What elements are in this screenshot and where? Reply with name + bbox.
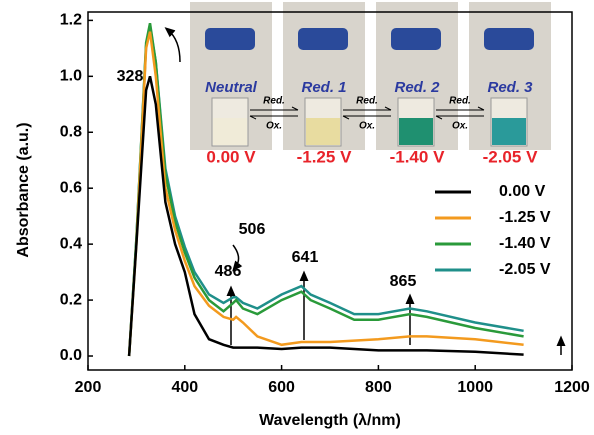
- voltage-label: -1.25 V: [297, 147, 352, 166]
- arrow-label: Red.: [356, 96, 378, 107]
- legend-label: -1.40 V: [499, 235, 551, 252]
- state-label: Red. 1: [301, 79, 346, 96]
- x-tick-label: 800: [365, 379, 392, 396]
- x-tick-label: 200: [75, 379, 102, 396]
- annotation: 328: [117, 68, 144, 85]
- valves: [205, 28, 534, 50]
- legend-label: -2.05 V: [499, 261, 551, 278]
- state-label: Red. 3: [487, 79, 533, 96]
- y-axis-title: Absorbance (a.u.): [15, 122, 32, 257]
- x-tick-label: 400: [171, 379, 198, 396]
- voltage-label: -2.05 V: [483, 147, 538, 166]
- x-axis-title: Wavelength (λ/nm): [259, 412, 401, 429]
- voltage-label: -1.40 V: [390, 147, 445, 166]
- state-label: Red. 2: [394, 79, 440, 96]
- annotation: 641: [292, 249, 319, 266]
- legend-label: 0.00 V: [499, 183, 546, 200]
- annotation: 865: [390, 273, 417, 290]
- chart: Neutral Red. 1 Red. 2 Red. 3 0.00 V -1.2…: [0, 0, 594, 435]
- x-tick-label: 1200: [554, 379, 590, 396]
- y-tick-label: 1.0: [60, 68, 82, 85]
- arrow-label: Ox.: [266, 121, 282, 132]
- y-tick-label: 0.8: [60, 123, 82, 140]
- arrow-label: Red.: [263, 96, 285, 107]
- inset: Neutral Red. 1 Red. 2 Red. 3 0.00 V -1.2…: [190, 2, 551, 166]
- y-tick-label: 0.2: [60, 291, 82, 308]
- y-tick-label: 0.0: [60, 347, 82, 364]
- y-tick-label: 0.4: [60, 235, 82, 252]
- arrow-label: Red.: [449, 96, 471, 107]
- voltage-label: 0.00 V: [206, 147, 256, 166]
- state-label: Neutral: [205, 79, 258, 96]
- arrow-label: Ox.: [359, 121, 375, 132]
- y-tick-label: 0.6: [60, 179, 82, 196]
- x-tick-label: 1000: [457, 379, 493, 396]
- annotation: 506: [239, 221, 266, 238]
- y-tick-label: 1.2: [60, 12, 82, 29]
- legend-label: -1.25 V: [499, 209, 551, 226]
- x-tick-label: 600: [268, 379, 295, 396]
- annotation: 486: [215, 263, 242, 280]
- arrow-label: Ox.: [452, 121, 468, 132]
